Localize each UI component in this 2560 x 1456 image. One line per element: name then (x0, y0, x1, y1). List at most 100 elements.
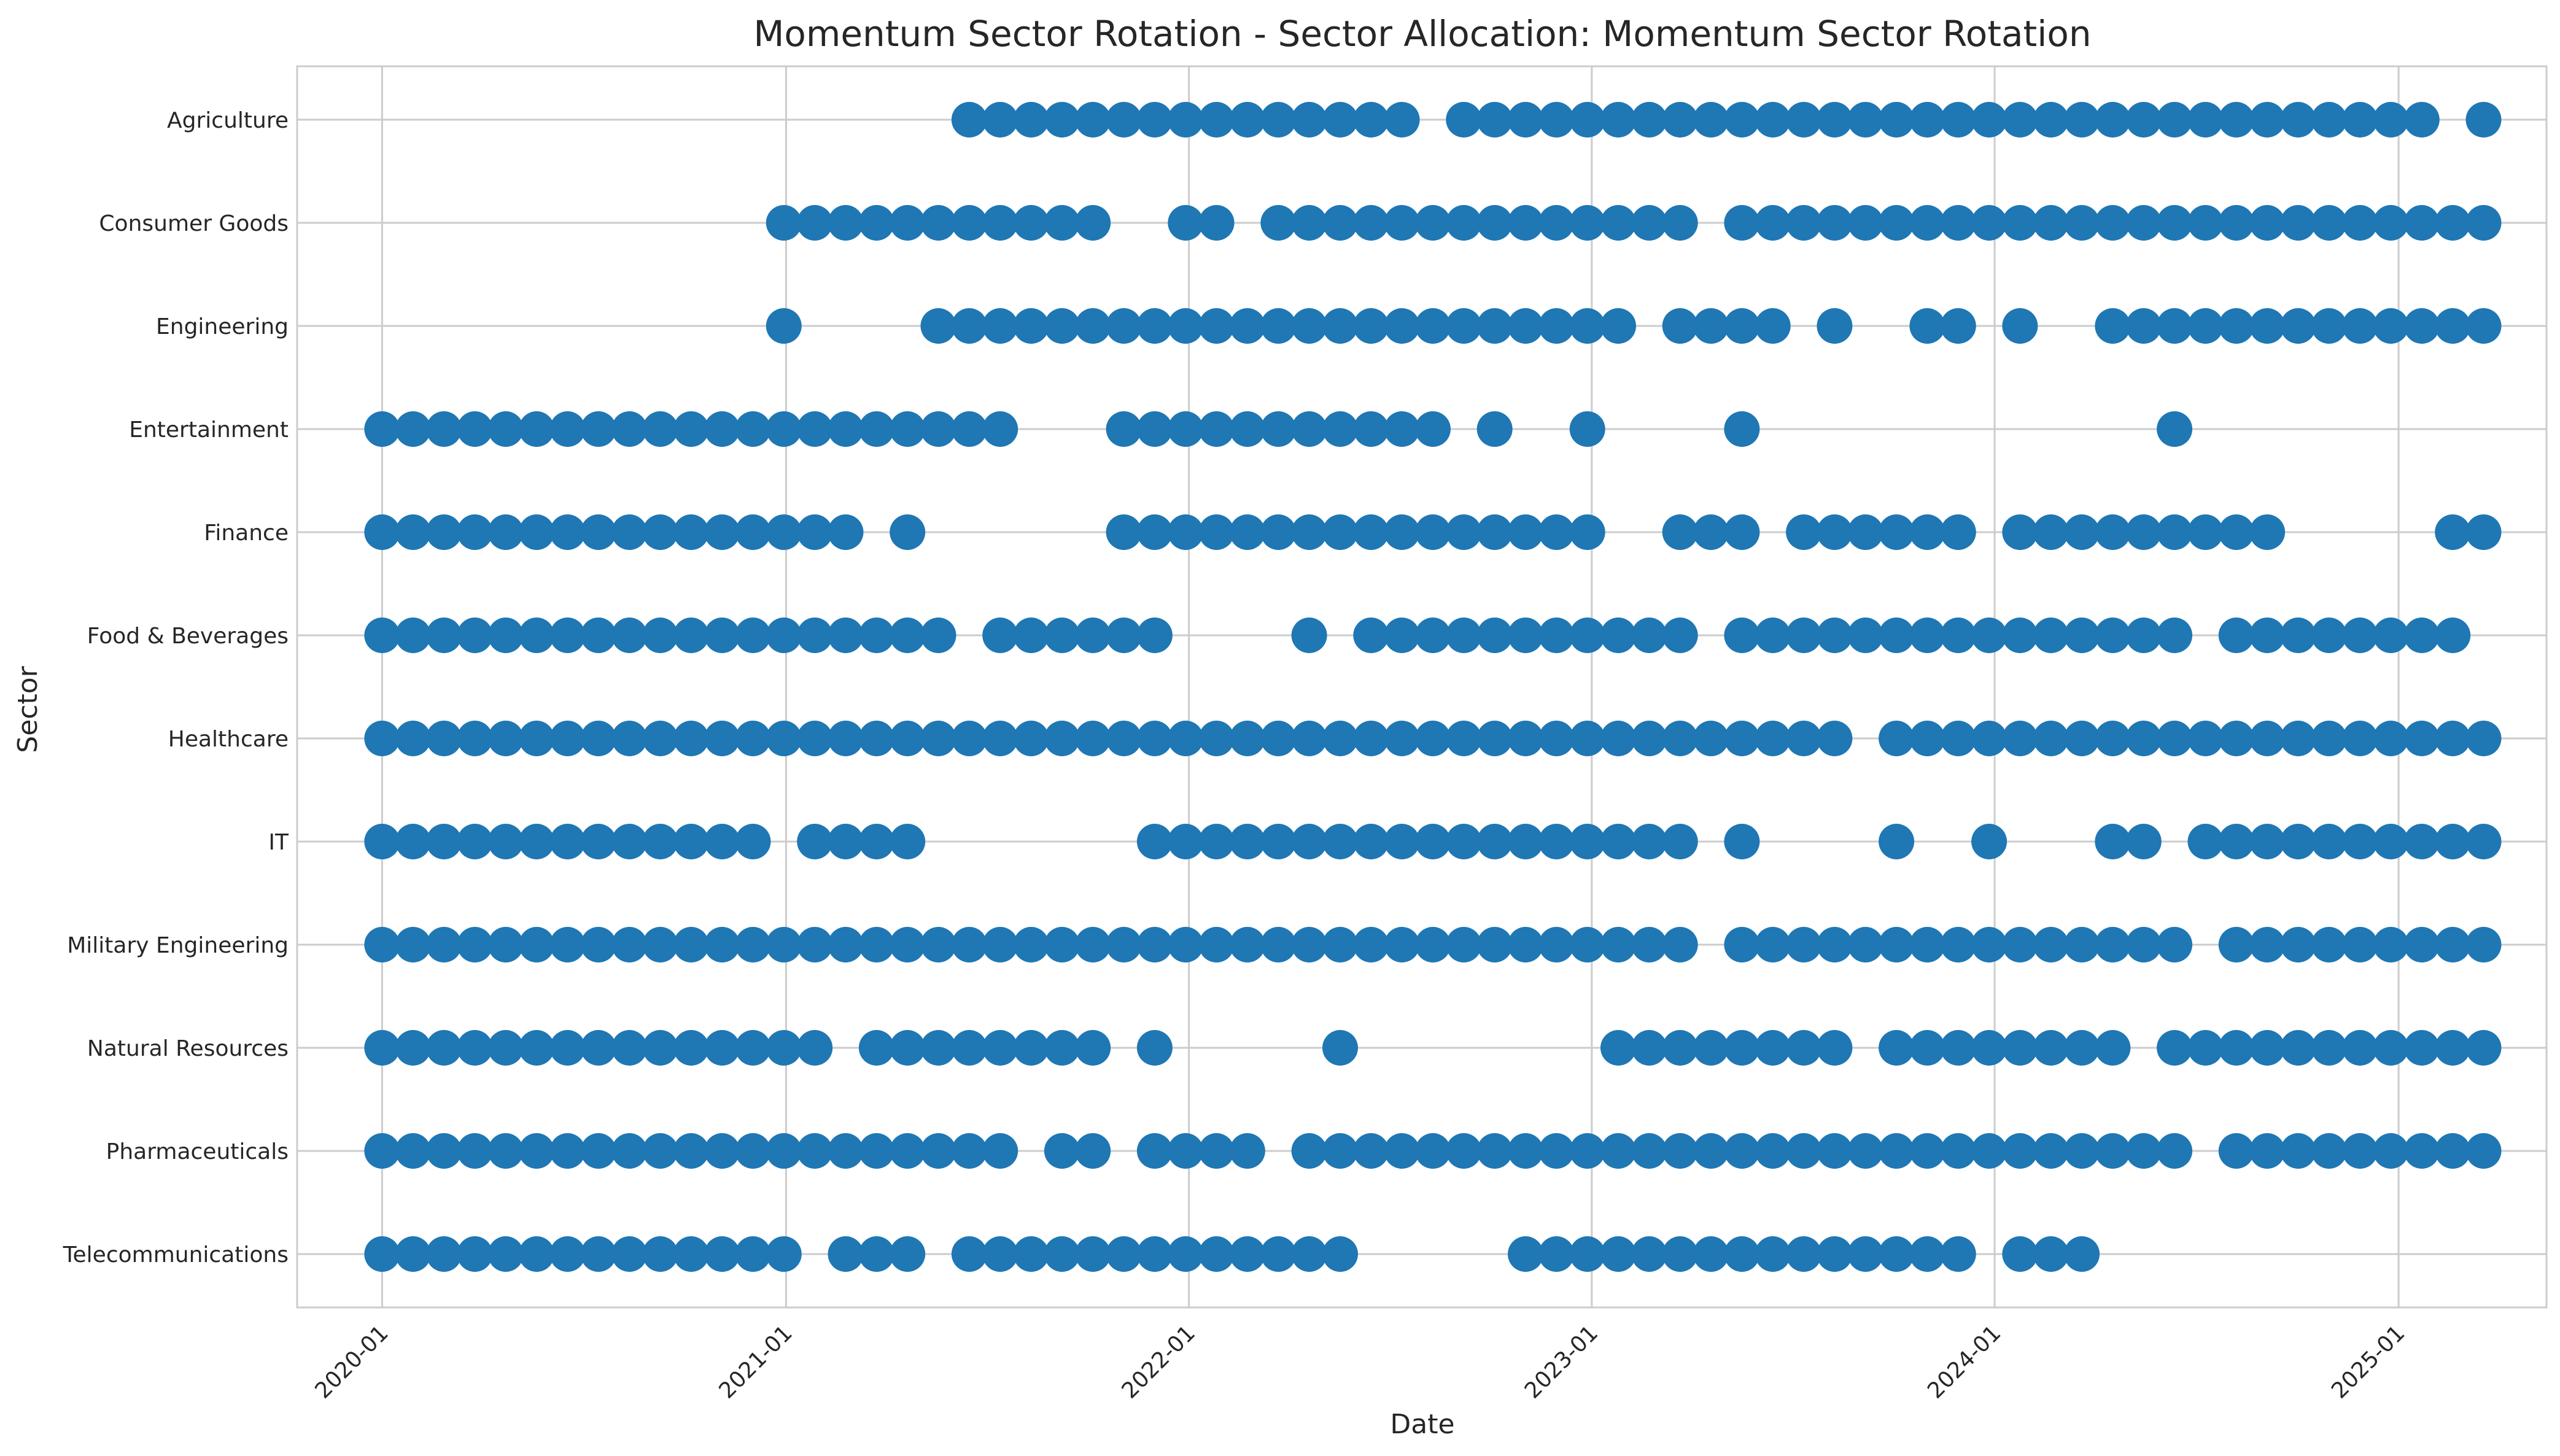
data-point (704, 824, 740, 859)
data-point (828, 824, 864, 859)
data-point (2403, 205, 2440, 241)
data-point (549, 824, 586, 859)
data-point (1136, 1236, 1173, 1272)
data-point (920, 205, 956, 241)
data-point (2033, 1030, 2069, 1066)
data-point (1508, 927, 1543, 962)
data-point (1508, 824, 1543, 859)
data-point (1353, 927, 1389, 962)
data-point (2002, 1236, 2038, 1272)
data-point (1260, 308, 1297, 344)
data-point (2218, 721, 2254, 756)
data-point (951, 102, 987, 137)
data-point (2311, 308, 2347, 344)
data-point (828, 1133, 864, 1169)
data-point (1136, 721, 1173, 756)
data-point (580, 1236, 616, 1272)
data-point (1847, 618, 1883, 653)
data-point (519, 618, 555, 653)
data-point (1631, 1030, 1667, 1066)
data-point (395, 824, 431, 859)
data-point (1786, 1133, 1822, 1169)
data-point (1075, 1030, 1111, 1066)
data-point (673, 411, 709, 447)
data-point (1229, 1236, 1265, 1272)
data-point (1662, 514, 1698, 550)
data-point (1817, 205, 1853, 241)
data-point (2373, 824, 2409, 859)
data-point (2002, 1030, 2038, 1066)
data-point (1198, 411, 1235, 447)
data-point (858, 1236, 894, 1272)
data-point (2403, 618, 2440, 653)
data-point (642, 721, 678, 756)
data-point (2064, 102, 2100, 137)
data-point (457, 411, 493, 447)
y-tick-label: Engineering (156, 314, 289, 339)
data-point (1322, 824, 1358, 859)
data-point (642, 1236, 678, 1272)
data-point (1724, 824, 1760, 859)
data-point (797, 1030, 833, 1066)
data-point (457, 927, 493, 962)
data-point (2002, 205, 2038, 241)
data-point (549, 721, 586, 756)
data-point (426, 411, 462, 447)
chart-title: Momentum Sector Rotation - Sector Alloca… (753, 13, 2091, 55)
data-point (1600, 308, 1636, 344)
data-point (920, 411, 956, 447)
data-point (580, 618, 616, 653)
data-point (2342, 1133, 2378, 1169)
data-point (2218, 514, 2254, 550)
data-point (2403, 824, 2440, 859)
data-point (1384, 205, 1420, 241)
data-point (1662, 1133, 1698, 1169)
data-point (2373, 102, 2409, 137)
data-point (457, 1236, 493, 1272)
data-point (951, 1133, 987, 1169)
data-point (1168, 721, 1204, 756)
data-point (642, 927, 678, 962)
data-point (1044, 205, 1080, 241)
data-point (1879, 824, 1915, 859)
data-point (1168, 824, 1204, 859)
data-point (580, 927, 616, 962)
data-point (1755, 721, 1791, 756)
data-point (364, 824, 400, 859)
data-point (1229, 1133, 1265, 1169)
data-point (2095, 721, 2131, 756)
y-tick-label: Agriculture (167, 108, 289, 133)
data-point (1044, 1236, 1080, 1272)
data-point (2280, 1133, 2316, 1169)
data-point (2311, 618, 2347, 653)
data-point (2218, 308, 2254, 344)
data-point (2095, 102, 2131, 137)
data-point (1013, 102, 1049, 137)
data-point (2033, 514, 2069, 550)
data-point (1476, 102, 1513, 137)
data-point (1971, 618, 2007, 653)
data-point (1044, 721, 1080, 756)
data-point (735, 411, 771, 447)
data-point (1755, 927, 1791, 962)
data-point (2218, 1030, 2254, 1066)
data-point (1322, 411, 1358, 447)
data-point (1538, 927, 1575, 962)
data-point (2033, 205, 2069, 241)
data-point (920, 927, 956, 962)
y-tick-label: Finance (204, 521, 289, 546)
data-point (1075, 721, 1111, 756)
data-point (2249, 618, 2286, 653)
data-point (364, 721, 400, 756)
data-point (1940, 927, 1976, 962)
data-point (2187, 721, 2224, 756)
data-point (1446, 824, 1482, 859)
data-point (1476, 927, 1513, 962)
data-point (2342, 205, 2378, 241)
data-point (982, 102, 1018, 137)
data-point (1786, 927, 1822, 962)
data-point (1446, 1133, 1482, 1169)
data-point (1538, 514, 1575, 550)
data-point (2311, 927, 2347, 962)
